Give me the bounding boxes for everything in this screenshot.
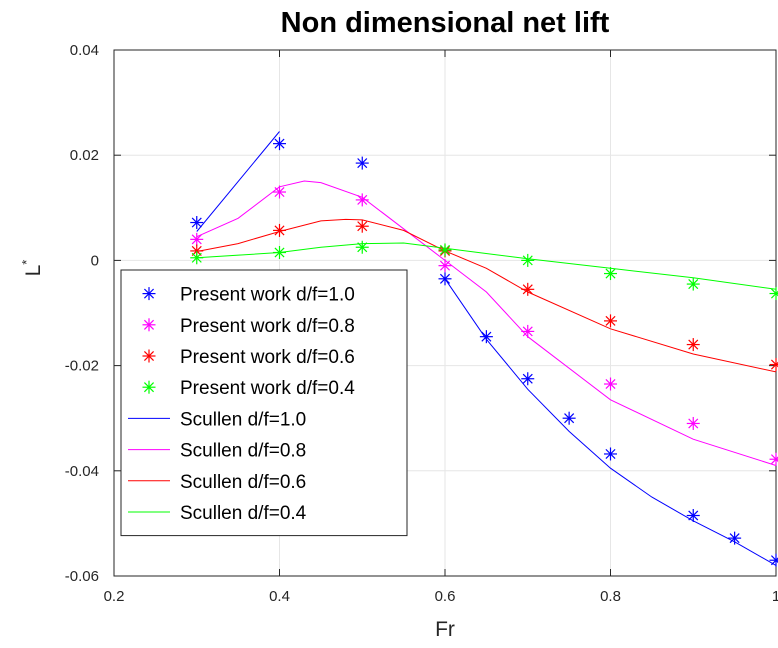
legend-item-present-work-d-f-0-8: Present work d/f=0.8 — [142, 316, 355, 337]
data-point-present-work-d-f-1-0 — [686, 509, 700, 523]
data-point-present-work-d-f-0-8 — [355, 193, 369, 207]
legend-label: Present work d/f=0.6 — [180, 347, 355, 368]
chart-title: Non dimensional net lift — [281, 7, 610, 39]
data-point-present-work-d-f-1-0 — [728, 531, 742, 545]
data-point-present-work-d-f-0-4 — [355, 240, 369, 254]
legend-label: Present work d/f=1.0 — [180, 285, 355, 306]
data-point-present-work-d-f-0-8 — [686, 416, 700, 430]
data-point-present-work-d-f-0-4 — [686, 277, 700, 291]
data-point-present-work-d-f-1-0 — [562, 411, 576, 425]
legend-label: Scullen d/f=0.6 — [180, 472, 306, 493]
x-tick-label: 0.8 — [600, 588, 621, 605]
legend-item-present-work-d-f-0-6: Present work d/f=0.6 — [142, 347, 355, 368]
legend-item-present-work-d-f-1-0: Present work d/f=1.0 — [142, 285, 355, 306]
data-point-present-work-d-f-0-8 — [190, 232, 204, 246]
legend-label: Present work d/f=0.4 — [180, 378, 355, 399]
legend-box — [120, 269, 408, 537]
y-tick-label: 0.02 — [70, 147, 99, 164]
y-tick-label: -0.02 — [65, 358, 99, 375]
legend-label: Scullen d/f=0.8 — [180, 441, 306, 462]
svg-text:L*: L* — [19, 260, 45, 277]
y-axis-label-superscript: * — [19, 260, 34, 265]
data-point-present-work-d-f-0-4 — [438, 243, 452, 257]
data-point-present-work-d-f-0-6 — [604, 314, 617, 328]
data-point-present-work-d-f-0-8 — [521, 324, 535, 338]
legend-label: Scullen d/f=0.4 — [180, 503, 307, 524]
axis-ticks: 0.2 0.4 0.6 0.8 1 -0.06 -0.04 -0.02 0 0.02 0.04 — [65, 42, 778, 605]
y-tick-label: 0.04 — [70, 42, 99, 59]
legend-swatch-marker — [142, 287, 156, 301]
legend-item-scullen-d-f-0-6: Scullen d/f=0.6 — [128, 472, 306, 493]
data-point-present-work-d-f-0-6 — [355, 219, 369, 233]
data-point-present-work-d-f-1-0 — [521, 372, 535, 386]
legend-item-scullen-d-f-0-4: Scullen d/f=0.4 — [128, 503, 307, 524]
legend: Present work d/f=1.0 Present work d/f=0.8… — [120, 269, 408, 537]
data-point-present-work-d-f-1-0 — [479, 330, 493, 344]
data-point-present-work-d-f-0-6 — [769, 358, 778, 372]
data-point-present-work-d-f-1-0 — [190, 216, 204, 230]
legend-label: Scullen d/f=1.0 — [180, 409, 306, 430]
y-tick-label: 0 — [91, 252, 99, 269]
legend-swatch-marker — [142, 318, 156, 332]
data-point-present-work-d-f-0-4 — [190, 251, 204, 265]
legend-item-scullen-d-f-1-0: Scullen d/f=1.0 — [128, 409, 306, 430]
series-markers — [190, 137, 778, 567]
data-point-present-work-d-f-0-8 — [604, 377, 617, 391]
y-tick-label: -0.04 — [65, 463, 99, 480]
legend-swatch-marker — [142, 380, 156, 394]
data-point-present-work-d-f-0-6 — [521, 282, 535, 296]
series-line-scullen-d-f-0-4 — [196, 242, 776, 290]
x-tick-label: 0.2 — [104, 588, 125, 605]
data-point-present-work-d-f-1-0 — [273, 137, 286, 151]
y-axis-label-main: L — [22, 265, 45, 277]
y-tick-label: -0.06 — [65, 568, 99, 585]
data-point-present-work-d-f-1-0 — [604, 447, 617, 461]
data-point-present-work-d-f-0-8 — [273, 185, 286, 199]
x-tick-label: 1 — [772, 588, 778, 605]
data-point-present-work-d-f-0-4 — [769, 287, 778, 301]
legend-item-present-work-d-f-0-4: Present work d/f=0.4 — [142, 378, 355, 399]
legend-label: Present work d/f=0.8 — [180, 316, 355, 337]
x-axis-label: Fr — [435, 618, 455, 641]
data-point-present-work-d-f-1-0 — [355, 156, 369, 170]
series-line-scullen-d-f-1-0 — [196, 131, 280, 232]
x-tick-label: 0.4 — [269, 588, 290, 605]
data-point-present-work-d-f-0-4 — [273, 246, 286, 260]
data-point-present-work-d-f-1-0 — [769, 553, 778, 567]
data-point-present-work-d-f-0-4 — [604, 267, 617, 281]
data-point-present-work-d-f-0-8 — [769, 452, 778, 466]
legend-swatch-marker — [142, 349, 156, 363]
data-point-present-work-d-f-1-0 — [438, 272, 452, 286]
y-axis-label: L* — [19, 260, 45, 277]
data-point-present-work-d-f-0-4 — [521, 253, 535, 267]
data-point-present-work-d-f-0-8 — [438, 259, 452, 273]
series-line-scullen-d-f-1-0 — [444, 278, 776, 566]
x-tick-label: 0.6 — [435, 588, 456, 605]
data-point-present-work-d-f-0-6 — [273, 223, 286, 237]
legend-item-scullen-d-f-0-8: Scullen d/f=0.8 — [128, 441, 306, 462]
data-point-present-work-d-f-0-6 — [686, 338, 700, 352]
